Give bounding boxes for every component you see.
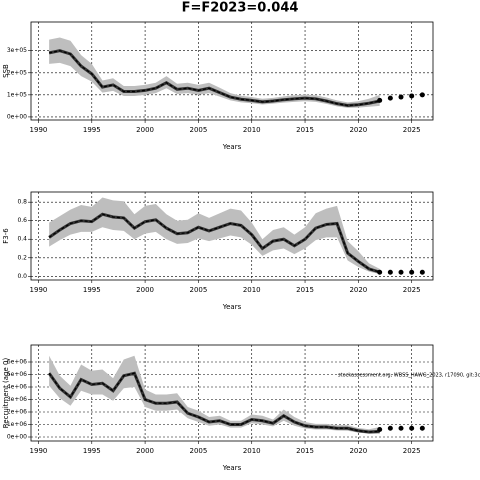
projection-point — [377, 427, 383, 432]
x-tick-label: 2010 — [243, 447, 261, 455]
x-tick-label: 2000 — [136, 126, 154, 134]
projection-point — [377, 97, 383, 103]
projection-point — [419, 92, 425, 98]
x-tick-label: 2000 — [136, 286, 154, 294]
confidence-band — [49, 37, 380, 108]
projection-point — [398, 94, 404, 100]
projection-point — [387, 269, 393, 275]
y-axis-label: SSB — [2, 64, 10, 78]
plot-frame — [30, 191, 434, 281]
y-tick-label: 0.8 — [17, 199, 27, 206]
x-tick-label: 1995 — [83, 286, 101, 294]
projection-point — [387, 95, 393, 101]
projection-point — [409, 269, 415, 275]
estimate-line-dash — [49, 50, 380, 107]
x-tick-label: 2000 — [136, 447, 154, 455]
y-tick-label: 0.6 — [17, 217, 27, 224]
x-tick-label: 1995 — [83, 126, 101, 134]
y-tick-label: 3e+05 — [7, 47, 27, 54]
x-tick-label: 1995 — [83, 447, 101, 455]
y-tick-label: 6e+06 — [7, 359, 27, 366]
x-tick-label: 2020 — [349, 126, 367, 134]
projection-point — [419, 425, 425, 431]
chart-title: F=F2023=0.044 — [182, 1, 299, 16]
x-tick-label: 2010 — [243, 286, 261, 294]
x-tick-label: 2020 — [349, 286, 367, 294]
x-tick-label: 1990 — [30, 286, 48, 294]
projection-point — [398, 269, 404, 275]
confidence-band — [49, 197, 380, 274]
y-axis-label: F3-6 — [2, 228, 10, 244]
x-tick-label: 2025 — [403, 447, 421, 455]
y-tick-label: 0e+00 — [7, 113, 27, 120]
x-tick-label: 2025 — [403, 126, 421, 134]
x-tick-label: 2015 — [296, 286, 314, 294]
y-tick-label: 0.4 — [17, 236, 27, 243]
y-tick-label: 4e+06 — [7, 384, 27, 391]
x-tick-label: 2010 — [243, 126, 261, 134]
x-axis-label: Years — [222, 464, 242, 472]
annotation: stockassessment.org, WBSS_HAWG_2023, r17… — [338, 373, 480, 379]
projection-point — [409, 93, 415, 99]
x-tick-label: 1990 — [30, 126, 48, 134]
plot-frame — [30, 344, 434, 442]
x-tick-label: 2025 — [403, 286, 421, 294]
y-tick-label: 0.2 — [17, 254, 27, 261]
x-tick-label: 2005 — [189, 447, 207, 455]
y-tick-label: 1e+06 — [7, 421, 27, 428]
y-tick-label: 2e+05 — [7, 69, 27, 76]
x-axis-label: Years — [222, 143, 242, 151]
plot-frame — [30, 21, 434, 121]
y-axis-label: Recruitment (age 0) — [2, 358, 10, 429]
x-axis-label: Years — [222, 303, 242, 311]
projection-point — [377, 269, 383, 275]
y-tick-label: 0.0 — [17, 273, 27, 280]
y-tick-label: 1e+05 — [7, 91, 27, 98]
estimate-line-dash — [48, 372, 380, 433]
projection-point — [398, 425, 404, 431]
x-tick-label: 2020 — [349, 447, 367, 455]
projection-point — [409, 425, 415, 431]
projection-point — [419, 269, 425, 275]
x-tick-label: 2015 — [296, 126, 314, 134]
y-tick-label: 2e+06 — [7, 409, 27, 416]
y-tick-label: 0e+00 — [7, 434, 27, 441]
y-tick-label: 3e+06 — [7, 396, 27, 403]
y-tick-label: 5e+06 — [7, 371, 27, 378]
projection-point — [387, 425, 393, 431]
x-tick-label: 1990 — [30, 447, 48, 455]
x-tick-label: 2005 — [189, 286, 207, 294]
estimate-line-dash — [48, 213, 380, 273]
x-tick-label: 2015 — [296, 447, 314, 455]
x-tick-label: 2005 — [189, 126, 207, 134]
